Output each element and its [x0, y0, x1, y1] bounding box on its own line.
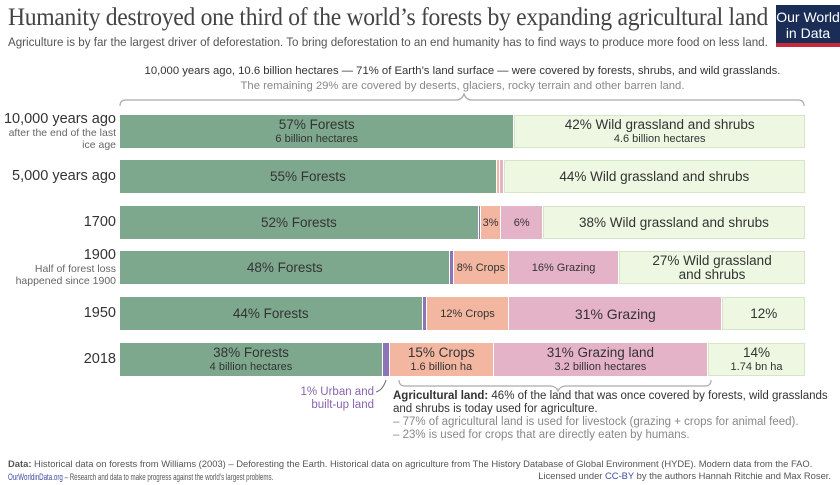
- bar-segment-grazing: 31% Grazing: [509, 297, 723, 330]
- bar-segment-forests: 55% Forests: [120, 160, 497, 193]
- top-note: 10,000 years ago, 10.6 billion hectares …: [144, 65, 781, 77]
- segment-label: 27% Wild grassland: [652, 252, 772, 268]
- chart-title: Humanity destroyed one third of the worl…: [8, 4, 769, 31]
- segment-label: 3%: [482, 216, 499, 229]
- bar-segment-crops: [496, 160, 501, 193]
- agricultural-note: Agricultural land: 46% of the land that …: [393, 390, 833, 442]
- bar-segment-crops: 8% Crops: [453, 251, 509, 284]
- license-pre: Licensed under: [538, 470, 606, 481]
- segment-label: 8% Crops: [456, 261, 506, 274]
- segment-label: 14%: [743, 344, 771, 360]
- row-label-note: Half of forest loss happened since 1900: [15, 263, 116, 287]
- segment-label: 16% Grazing: [531, 261, 596, 274]
- urban-note: 1% Urban and built-up land: [300, 386, 374, 411]
- row-label: 1900 Half of forest loss happened since 1…: [0, 247, 116, 287]
- bar-segment-forests: 48% Forests: [120, 251, 451, 284]
- segment-label: 52% Forests: [260, 214, 337, 230]
- bar-segment-wild: 42% Wild grassland and shrubs 4.6 billion…: [514, 115, 805, 148]
- bar-segment-forests: 38% Forests 4 billion hectares: [120, 343, 383, 376]
- owid-logo[interactable]: Our World in Data: [776, 5, 840, 47]
- bar-segment-crops: 15% Crops 1.6 billion ha: [389, 343, 494, 376]
- row-label: 1950: [0, 305, 116, 321]
- segment-label: 38% Forests: [213, 344, 289, 360]
- segment-label: 12%: [750, 305, 778, 321]
- footer-line-site: OurWorldinData.org – Research and data t…: [8, 470, 538, 483]
- segment-label: and shrubs: [678, 266, 746, 282]
- bar-segment-urban: [382, 343, 390, 376]
- footer-site-text: – Research and data to make progress aga…: [62, 471, 274, 482]
- segment-label: 48% Forests: [246, 259, 323, 275]
- cc-by-link[interactable]: CC-BY: [605, 470, 635, 481]
- bar-segment-wild: 27% Wild grassland and shrubs: [619, 251, 805, 284]
- row-label-main: 1900: [83, 247, 116, 263]
- segment-label: 6%: [513, 216, 530, 229]
- license: Licensed under CC-BY by the authors Hann…: [538, 470, 831, 481]
- row-label: 5,000 years ago: [0, 168, 116, 184]
- row-label-note: after the end of the last ice age: [8, 127, 116, 151]
- footer-line-data: Data: Historical data on forests from Wi…: [8, 457, 812, 470]
- logo-line1: Our World: [776, 9, 840, 25]
- segment-label: 15% Crops: [407, 344, 475, 360]
- license-post: by the authors Hannah Ritchie and Max Ro…: [634, 470, 831, 481]
- logo-line2: in Data: [785, 25, 831, 41]
- bar-segment-wild: 38% Wild grassland and shrubs: [542, 206, 805, 239]
- segment-label: 57% Forests: [278, 116, 355, 132]
- agri-note-bold: Agricultural land:: [393, 390, 489, 402]
- bar-segment-crops: 12% Crops: [426, 297, 510, 330]
- bar-segment-wild: 12%: [722, 297, 805, 330]
- bar-segment-urban: [478, 206, 481, 239]
- bar-segment-forests: 57% Forests 6 billion hectares: [120, 115, 515, 148]
- row-label-main: 10,000 years ago: [3, 111, 116, 127]
- segment-label: 3.2 billion hectares: [554, 360, 647, 373]
- segment-label: 4.6 billion hectares: [613, 132, 706, 145]
- row-label: 2018: [0, 351, 116, 367]
- bar-segment-wild: 14% 1.74 bn ha: [708, 343, 805, 376]
- agri-note-livestock: – 77% of agricultural land is used for l…: [393, 416, 799, 428]
- bar-segment-grazing: [500, 160, 504, 193]
- segment-label: 55% Forests: [269, 168, 346, 184]
- segment-label: 44% Forests: [232, 305, 309, 321]
- segment-label: 44% Wild grassland and shrubs: [559, 168, 750, 184]
- bar-segment-urban: [422, 297, 427, 330]
- row-label-main: 1700: [83, 214, 116, 230]
- owid-link[interactable]: OurWorldinData.org: [8, 471, 63, 482]
- segment-label: 1.6 billion ha: [410, 360, 473, 373]
- segment-label: 31% Grazing: [574, 305, 656, 322]
- footer: Data: Historical data on forests from Wi…: [8, 457, 812, 483]
- segment-label: 4 billion hectares: [209, 360, 293, 373]
- bar-segment-urban: [450, 251, 454, 284]
- chart-subtitle: Agriculture is by far the largest driver…: [8, 35, 768, 49]
- row-label-main: 5,000 years ago: [12, 168, 116, 184]
- row-label: 1700: [0, 214, 116, 230]
- bar-segment-wild: 44% Wild grassland and shrubs: [503, 160, 805, 193]
- segment-label: 31% Grazing land: [546, 344, 655, 360]
- bar-segment-forests: 52% Forests: [120, 206, 479, 239]
- row-label: 10,000 years ago after the end of the las…: [0, 111, 116, 151]
- bar-segment-grazing: 31% Grazing land 3.2 billion hectares: [493, 343, 709, 376]
- segment-label: 6 billion hectares: [275, 132, 358, 145]
- agri-note-crops: – 23% is used for crops that are directl…: [393, 429, 690, 441]
- segment-label: 1.74 bn ha: [730, 360, 783, 373]
- segment-label: 12% Crops: [440, 307, 495, 320]
- bar-segment-grazing: 16% Grazing: [508, 251, 620, 284]
- segment-label: 38% Wild grassland and shrubs: [578, 214, 769, 230]
- footer-data-text: Historical data on forests from Williams…: [31, 458, 813, 469]
- row-label-main: 2018: [83, 351, 116, 367]
- bar-segment-grazing: 6%: [501, 206, 543, 239]
- top-note-sub: The remaining 29% are covered by deserts…: [240, 80, 685, 92]
- bar-segment-crops: 3%: [480, 206, 502, 239]
- agri-note-text: 46% of the land that was once covered by…: [393, 390, 828, 415]
- bar-segment-forests: 44% Forests: [120, 297, 423, 330]
- footer-data-label: Data:: [8, 458, 32, 469]
- row-label-main: 1950: [83, 305, 116, 321]
- segment-label: 42% Wild grassland and shrubs: [564, 116, 755, 132]
